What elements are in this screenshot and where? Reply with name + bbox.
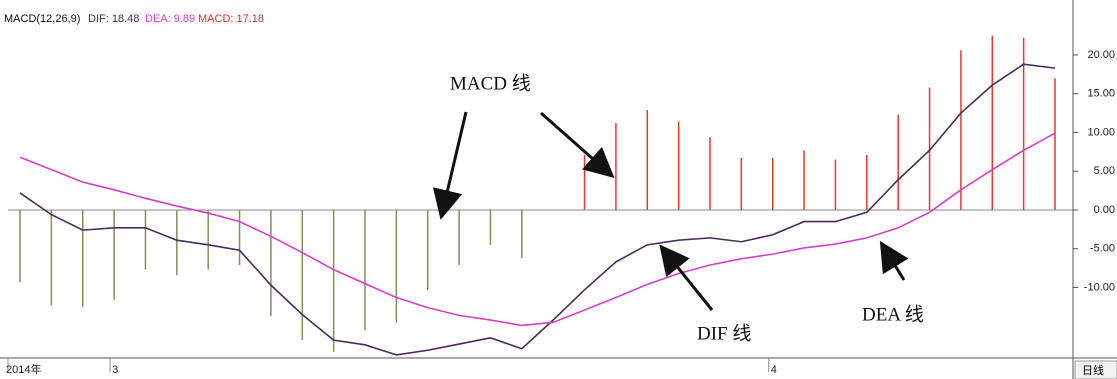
arrow — [540, 111, 615, 178]
x-tick-label: 2014年 — [6, 362, 41, 376]
y-tick-label: -5.00 — [1090, 243, 1115, 255]
line — [19, 132, 1056, 327]
annotation: DEA 线 — [862, 303, 924, 325]
y-tick-label: 10.00 — [1087, 126, 1115, 138]
arrow — [879, 240, 909, 281]
arrows — [432, 111, 909, 311]
y-tick-label: 0.00 — [1094, 204, 1115, 216]
header-dif: DIF: 18.48 — [88, 13, 139, 25]
period-label: 日线 — [1082, 363, 1104, 377]
annotation: MACD 线 — [450, 72, 531, 94]
plot: 20.00 15.00 10.00 5.00 0.00 -5.00 -10.00 2014年 3… — [6, 35, 1115, 376]
y-tick-label: -10.00 — [1084, 281, 1115, 293]
x-tick-label: 3 — [112, 364, 118, 376]
arrow — [659, 244, 714, 311]
line — [19, 63, 1056, 356]
annotation: DIF 线 — [697, 322, 751, 344]
header-dea: DEA: 9.89 — [145, 13, 195, 25]
y-tick-label: 20.00 — [1087, 49, 1115, 61]
header-indicator: MACD(12,26,9) — [4, 13, 80, 25]
y-tick-label: 5.00 — [1094, 165, 1115, 177]
header-macd: MACD: 17.18 — [198, 13, 264, 25]
arrow — [432, 111, 468, 220]
period-box — [1074, 360, 1117, 379]
x-tick-label: 4 — [771, 364, 777, 376]
y-tick-label: 15.00 — [1087, 88, 1115, 100]
